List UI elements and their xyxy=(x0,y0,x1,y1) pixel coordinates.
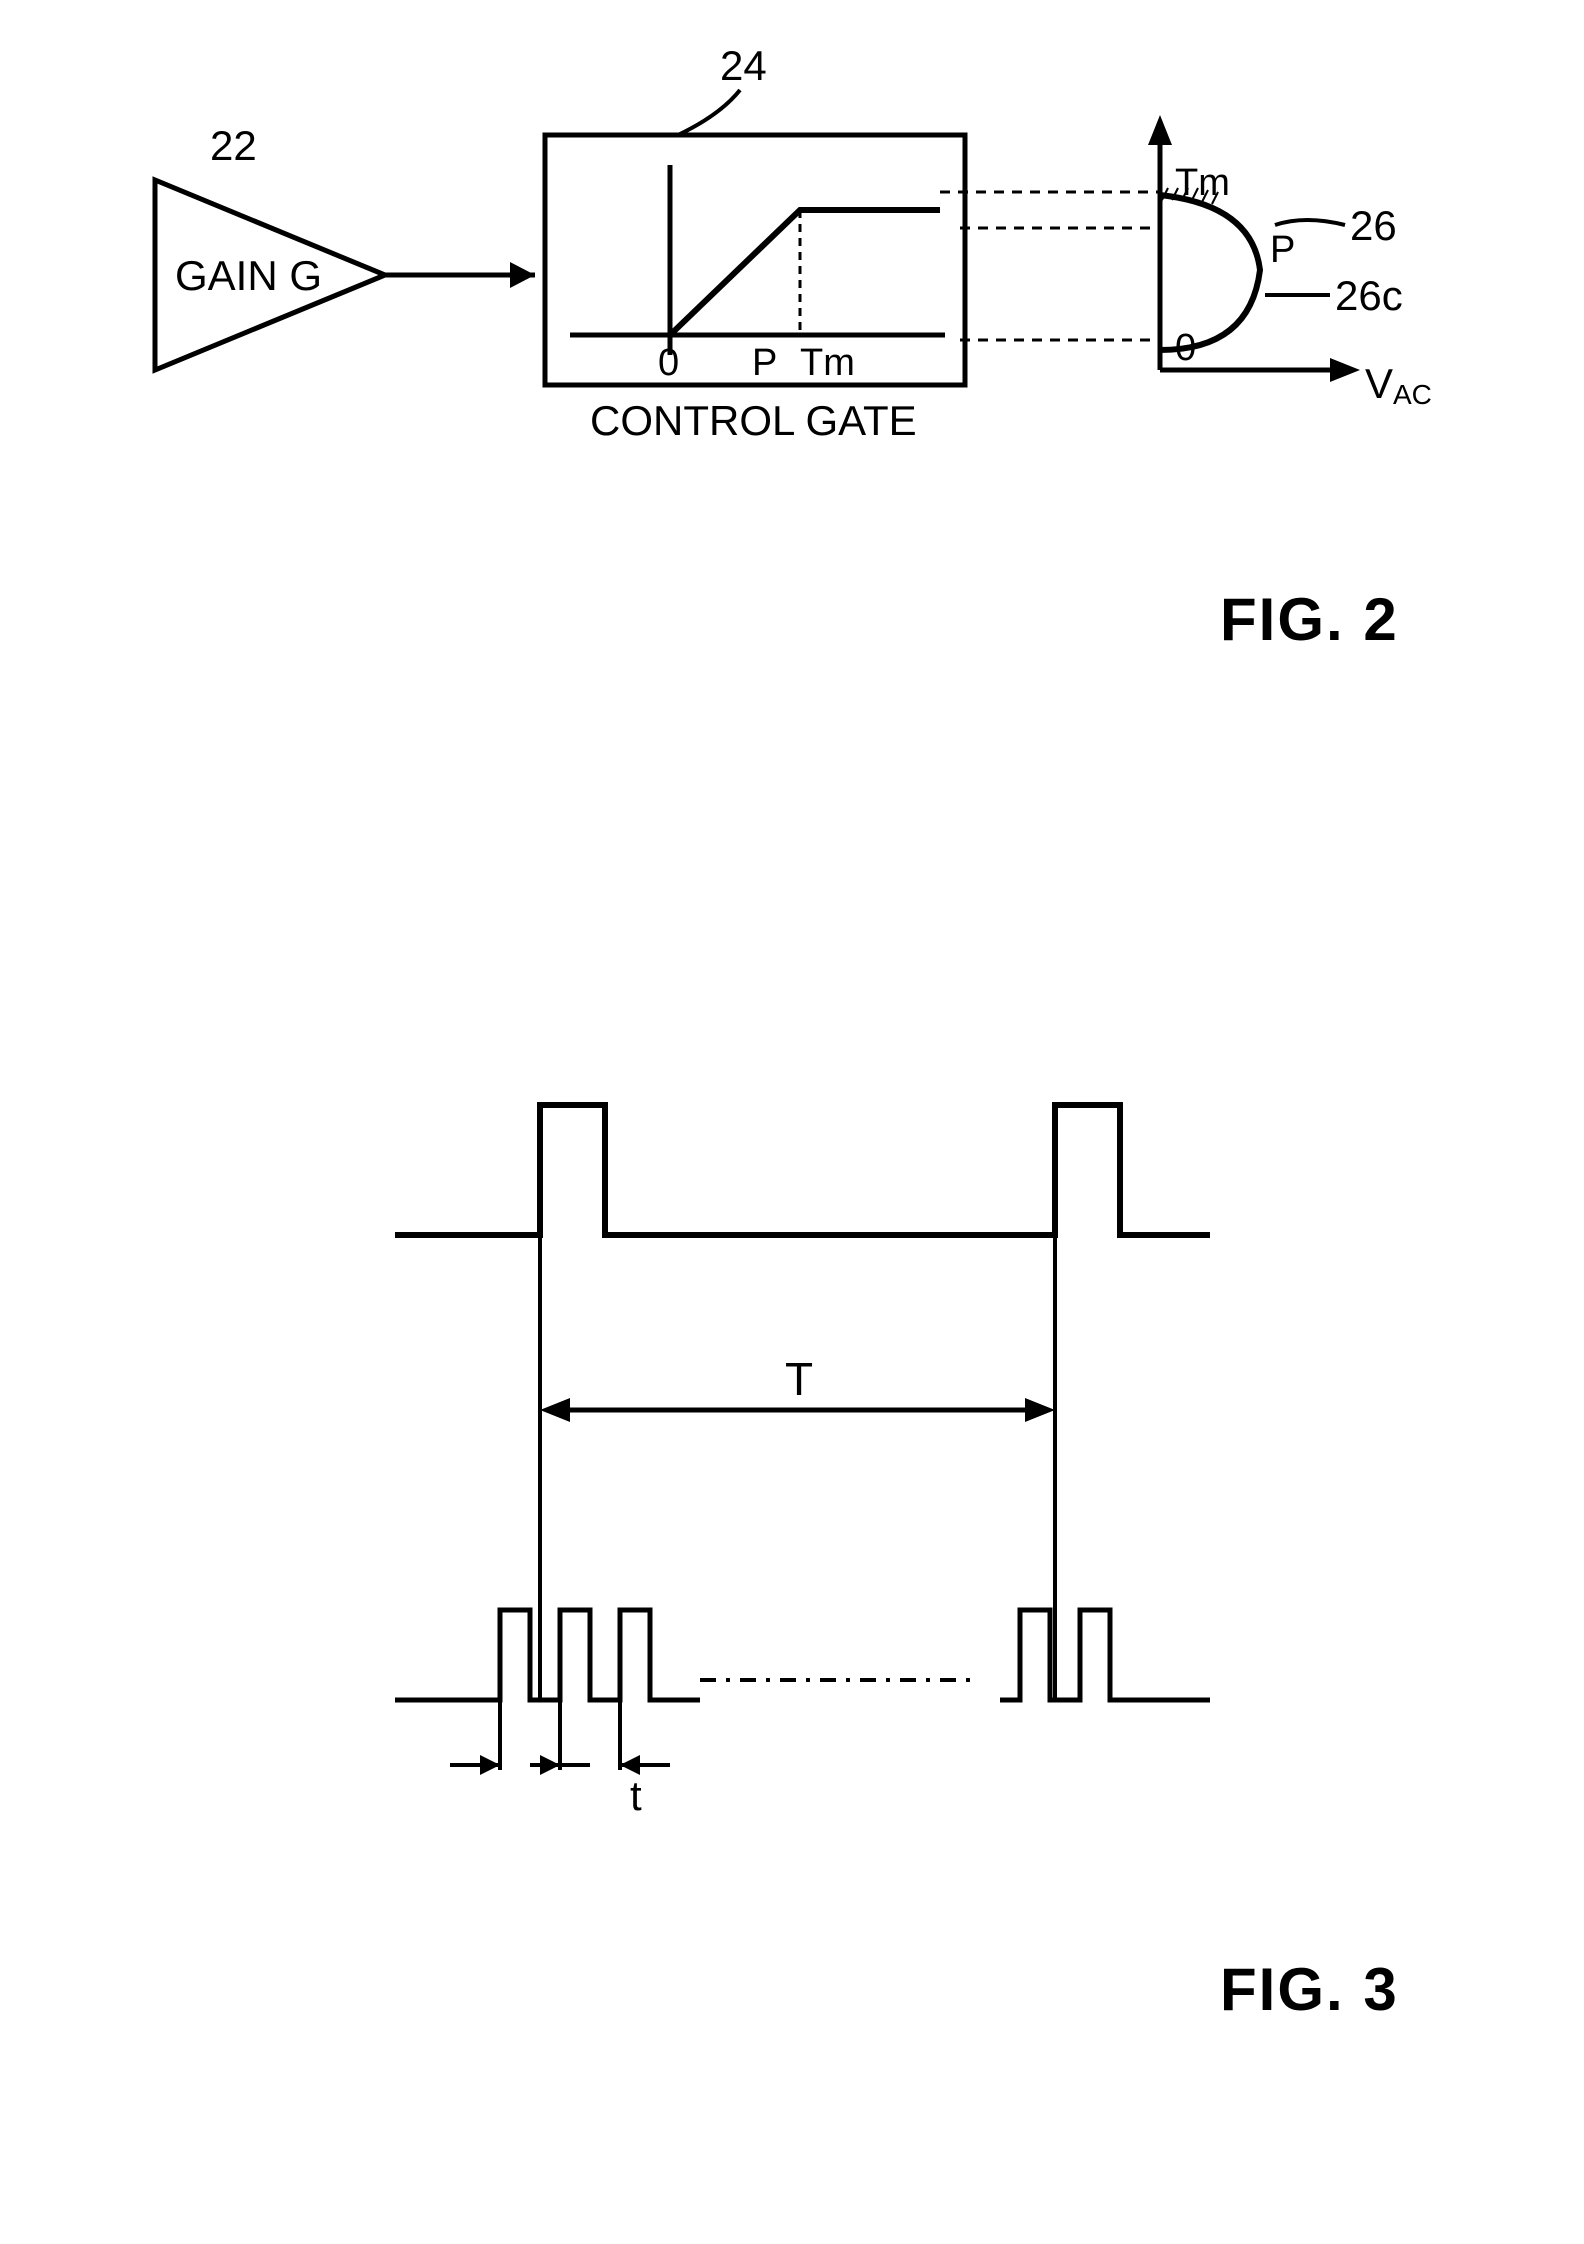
figure-2: 22 GAIN G 24 0 P Tm CONTROL GATE xyxy=(155,42,1432,653)
out-y-0: 0 xyxy=(1175,327,1196,369)
period-label: T xyxy=(785,1353,813,1405)
control-ref: 24 xyxy=(720,42,767,89)
out-y-p: P xyxy=(1270,229,1295,271)
ctrl-tick-0: 0 xyxy=(658,342,679,384)
control-gate-block: 24 0 P Tm CONTROL GATE xyxy=(545,42,965,444)
gain-label: GAIN G xyxy=(175,252,322,299)
gain-to-control-arrow xyxy=(385,262,535,288)
control-label: CONTROL GATE xyxy=(590,397,917,444)
sub-period-t: t xyxy=(450,1700,670,1819)
period-T: T xyxy=(540,1353,1055,1422)
out-y-tm: Tm xyxy=(1175,162,1230,204)
fig2-caption: FIG. 2 xyxy=(1220,586,1399,653)
ctrl-tick-p: P xyxy=(752,342,777,384)
upper-pulse-train xyxy=(395,1105,1210,1235)
out-curve-ref: 26c xyxy=(1335,272,1403,319)
ctrl-tick-tm: Tm xyxy=(800,342,855,384)
gain-block: 22 GAIN G xyxy=(155,122,385,370)
gain-ref: 22 xyxy=(210,122,257,169)
sub-period-label: t xyxy=(630,1772,642,1819)
out-ref: 26 xyxy=(1350,202,1397,249)
out-x-label: V xyxy=(1365,360,1393,407)
lower-pulse-train xyxy=(395,1610,1210,1700)
fig3-caption: FIG. 3 xyxy=(1220,1956,1399,2023)
out-x-sub: AC xyxy=(1393,379,1432,410)
diagram-canvas: 22 GAIN G 24 0 P Tm CONTROL GATE xyxy=(0,0,1584,2244)
figure-3: T t FIG. 3 xyxy=(395,1105,1399,2023)
output-plot: Tm P 0 V AC 26 26c xyxy=(940,115,1432,410)
